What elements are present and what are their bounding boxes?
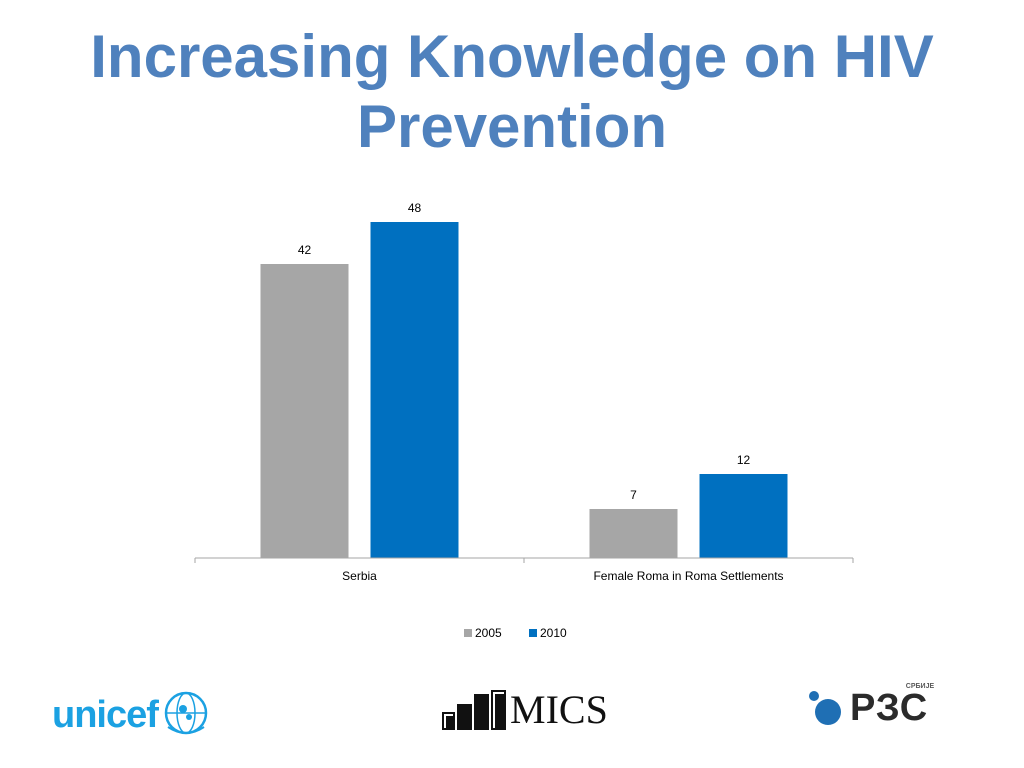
unicef-emblem-icon (164, 691, 208, 735)
legend-swatch (529, 629, 537, 637)
mics-bars-icon (442, 690, 506, 730)
unicef-logo: unicef (52, 690, 212, 740)
data-labels-group: 42 48 7 12 (298, 201, 751, 502)
bar-2010-0 (370, 222, 459, 558)
bar-2005-0 (260, 264, 349, 558)
bars-group (260, 222, 788, 558)
page-title: Increasing Knowledge on HIV Prevention (0, 22, 1024, 162)
legend-swatch (464, 629, 472, 637)
data-label: 12 (737, 453, 751, 467)
category-label: Serbia (342, 569, 377, 583)
data-label: 42 (298, 243, 312, 257)
title-line-2: Prevention (356, 93, 668, 160)
category-label: Female Roma in Roma Settlements (593, 569, 783, 583)
legend: 2005 2010 (464, 626, 567, 640)
mics-logo: MICS (442, 686, 608, 730)
title-line-1: Increasing Knowledge on HIV (90, 23, 934, 90)
category-labels-group: Serbia Female Roma in Roma Settlements (342, 569, 783, 583)
unicef-wordmark: unicef (52, 693, 159, 736)
legend-label: 2005 (475, 626, 502, 640)
rzs-wordmark: РЗС СРБИЈЕ (850, 683, 934, 730)
rzs-logo: РЗС СРБИЈЕ (806, 683, 934, 730)
mics-wordmark: MICS (510, 687, 608, 732)
legend-label: 2010 (540, 626, 567, 640)
rzs-dot-icon (809, 691, 841, 725)
rzs-subtitle: СРБИЈЕ (905, 682, 935, 690)
data-label: 7 (630, 488, 637, 502)
bar-2010-1 (699, 474, 788, 558)
bar-2005-1 (589, 509, 678, 558)
data-label: 48 (408, 201, 422, 215)
rzs-wordmark-text: РЗС (850, 686, 929, 729)
bar-chart: 42 48 7 12 Serbia Female Roma in Roma Settle… (194, 201, 854, 640)
